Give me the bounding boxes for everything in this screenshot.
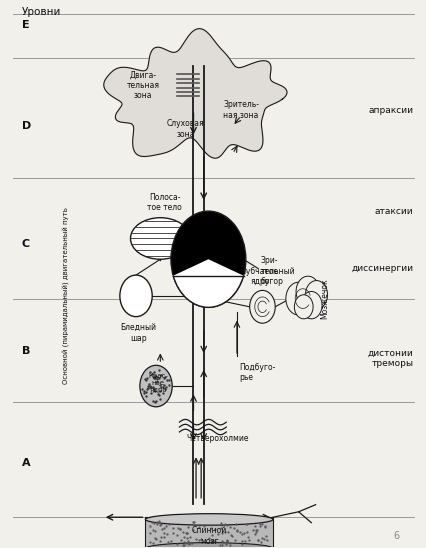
Circle shape [249,290,275,323]
Ellipse shape [145,543,273,548]
Text: Крас-
ное
ядро: Крас- ное ядро [148,373,168,393]
Text: Мозжечок: Мозжечок [320,278,329,319]
Text: апраксии: апраксии [368,106,412,115]
Ellipse shape [130,218,190,259]
Text: 6: 6 [392,531,399,541]
Circle shape [140,366,172,407]
Wedge shape [173,259,243,307]
Text: Основной (пирамидальный) двигательный путь: Основной (пирамидальный) двигательный пу… [63,208,70,384]
Circle shape [170,211,245,307]
Text: Уровни: Уровни [22,7,61,17]
Polygon shape [104,28,286,158]
Text: Зри-
тельный
бугор: Зри- тельный бугор [260,256,294,286]
Circle shape [305,281,327,309]
Text: C: C [22,239,30,249]
Text: Полоса-
тое тело: Полоса- тое тело [147,193,181,212]
Text: Бледный
шар: Бледный шар [120,323,156,342]
Ellipse shape [145,513,273,525]
Circle shape [120,275,152,317]
Circle shape [285,282,311,315]
Text: дистонии
треморы: дистонии треморы [367,349,412,368]
Text: Слуховая
зона: Слуховая зона [167,119,204,139]
Bar [145,517,273,548]
Circle shape [294,295,312,319]
Text: атаксии: атаксии [374,207,412,216]
Circle shape [300,292,321,319]
Text: Спинной
мозг: Спинной мозг [191,526,226,546]
Text: Четверохолмие: Четверохолмие [186,433,248,443]
Text: Двига-
тельная
зона: Двига- тельная зона [127,71,159,100]
Circle shape [295,276,319,307]
Text: Зритель-
ная зона: Зритель- ная зона [223,100,259,119]
Text: Зубчатое
ядро: Зубчатое ядро [241,267,278,286]
Text: Подбуго-
рье: Подбуго- рье [239,363,275,382]
Text: B: B [22,346,30,356]
Text: E: E [22,20,29,30]
Text: диссинергии: диссинергии [351,264,412,273]
Text: A: A [22,458,31,467]
Text: D: D [22,122,31,132]
